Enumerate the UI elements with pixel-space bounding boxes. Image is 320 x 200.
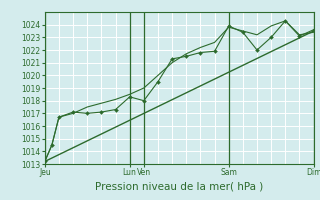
X-axis label: Pression niveau de la mer( hPa ): Pression niveau de la mer( hPa ) [95,181,263,191]
